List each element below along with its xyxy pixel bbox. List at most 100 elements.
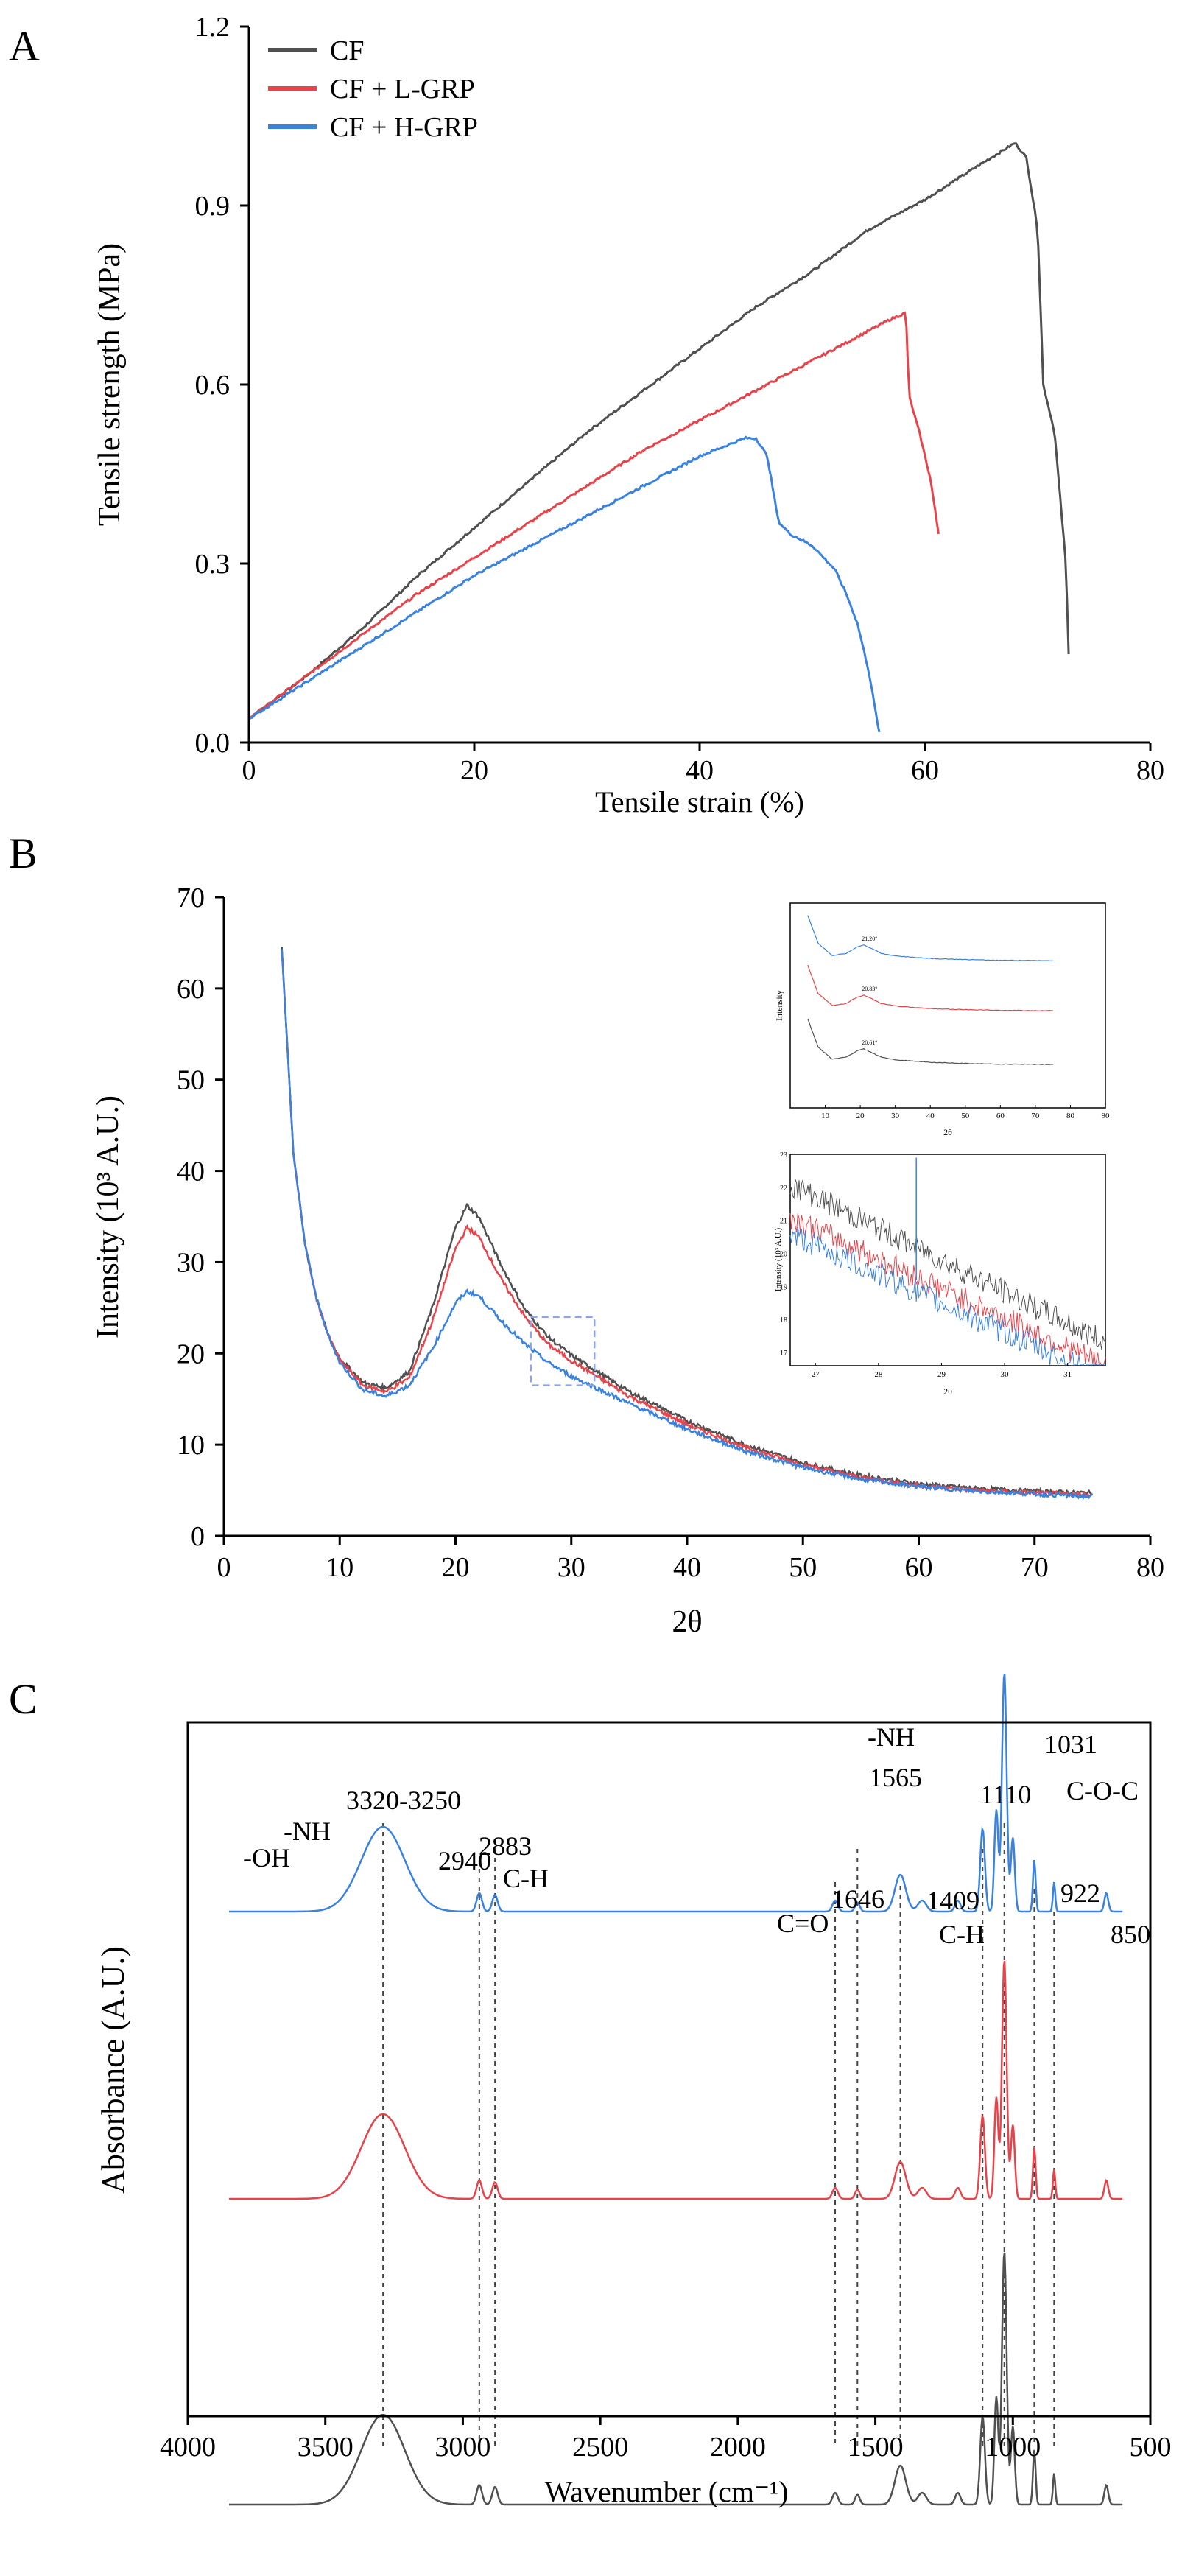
inset-zoom-x-tick-label: 30 xyxy=(1001,1370,1010,1379)
x-tick-label: 2500 xyxy=(572,2432,628,2463)
inset-zoom-x-tick-label: 29 xyxy=(937,1370,946,1379)
annotation-label: C-H xyxy=(939,1920,985,1949)
panel-a-tensile-chart: 0 20 40 60 80 0.0 0.3 0.6 0.9 1.2 CF CF + L-GRP C… xyxy=(93,12,1164,818)
annotation-label: C-H xyxy=(503,1864,549,1893)
y-tick-label: 0.9 xyxy=(195,191,231,222)
series-line-lgrp xyxy=(247,311,940,720)
x-tick-label: 2000 xyxy=(710,2432,766,2463)
inset-peak-label: 21.20° xyxy=(862,936,877,942)
annotation-label: -NH xyxy=(284,1817,331,1846)
y-tick-label: 50 xyxy=(177,1065,205,1096)
inset-zoom-series-lgrp xyxy=(789,1212,1106,1366)
annotation-label: 2883 xyxy=(479,1831,532,1861)
panel-a-ticks: 0 20 40 60 80 0.0 0.3 0.6 0.9 1.2 xyxy=(195,12,1165,786)
panel-b-ticks: 0 10 20 30 40 50 60 70 80 0 10 20 30 40 50 60 70 xyxy=(177,882,1164,1583)
x-tick-label: 80 xyxy=(1136,1552,1164,1583)
panel-c-annotations: -OH-NH3320-325029402883C-HC=O1646-NH1565… xyxy=(243,1722,1150,1949)
panel-letter-a: A xyxy=(9,22,40,70)
inset-zoom-x-label: 2θ xyxy=(943,1386,952,1397)
series-line-hgrp xyxy=(229,1673,1123,1913)
series-line-hgrp xyxy=(281,949,1093,1501)
inset-overview-lines: 21.20° 20.83° 20.61° xyxy=(807,915,1053,1065)
panel-a-x-label: Tensile strain (%) xyxy=(595,785,804,818)
inset-zoom-x-tick-label: 27 xyxy=(812,1370,820,1379)
inset-overview-y-label: Intensity xyxy=(774,990,784,1021)
annotation-label: 1646 xyxy=(831,1884,884,1914)
panel-b-x-label: 2θ xyxy=(672,1605,702,1639)
inset-zoom-y-tick-label: 19 xyxy=(780,1283,787,1291)
inset-zoom-y-tick-label: 21 xyxy=(780,1218,787,1226)
y-tick-label: 0.0 xyxy=(195,728,231,759)
x-tick-label: 1000 xyxy=(985,2432,1041,2463)
inset-x-tick-label: 10 xyxy=(821,1112,830,1120)
panel-b-y-label: Intensity (10³ A.U.) xyxy=(91,1095,125,1338)
inset-x-tick-label: 30 xyxy=(891,1112,900,1120)
annotation-label: 1409 xyxy=(926,1886,979,1915)
legend-label-lgrp: CF + L-GRP xyxy=(330,74,475,105)
inset-x-tick-label: 50 xyxy=(961,1112,970,1120)
inset-series-line-hgrp xyxy=(807,915,1053,962)
x-tick-label: 60 xyxy=(911,755,939,786)
series-line-cf xyxy=(248,142,1070,720)
inset-overview-frame xyxy=(789,902,1106,1109)
annotation-label: 1110 xyxy=(980,1780,1031,1809)
annotation-label: 2940 xyxy=(438,1846,491,1875)
panel-c-ticks: 4000 3500 3000 2500 2000 1500 1000 500 xyxy=(160,2416,1172,2463)
panel-b-series-lines xyxy=(281,947,1094,1501)
x-tick-label: 70 xyxy=(1021,1552,1049,1583)
x-tick-label: 80 xyxy=(1136,755,1164,786)
y-tick-label: 0.6 xyxy=(195,370,231,401)
annotation-label: C=O xyxy=(777,1909,829,1938)
inset-zoom-y-tick-label: 17 xyxy=(780,1350,787,1358)
panel-b-inset-overview: 21.20° 20.83° 20.61° 10 20 30 40 50 60 70 80 90 2θ… xyxy=(774,902,1110,1137)
y-tick-label: 40 xyxy=(177,1157,205,1187)
y-tick-label: 10 xyxy=(177,1430,205,1461)
inset-series-line-cf xyxy=(807,1018,1053,1065)
inset-peak-label: 20.83° xyxy=(862,986,877,992)
inset-zoom-y-label: Intensity (10³ A.U.) xyxy=(774,1227,783,1291)
y-tick-label: 20 xyxy=(177,1338,205,1369)
panel-letter-b: B xyxy=(9,829,38,877)
inset-zoom-frame xyxy=(789,1154,1106,1366)
panel-a-y-label: Tensile strength (MPa) xyxy=(93,243,127,526)
panel-b-xrd-chart: 0 10 20 30 40 50 60 70 80 0 10 20 30 40 50 60 70 2θ Inte… xyxy=(91,882,1164,1639)
annotation-label: -OH xyxy=(243,1843,290,1873)
panel-letter-c: C xyxy=(9,1675,38,1723)
x-tick-label: 10 xyxy=(326,1552,353,1583)
inset-x-tick-label: 80 xyxy=(1066,1112,1075,1120)
panel-c-x-label: Wavenumber (cm⁻¹) xyxy=(545,2475,789,2508)
annotation-label: 1031 xyxy=(1044,1730,1097,1759)
annotation-label: 3320-3250 xyxy=(346,1786,461,1815)
annotation-label: 922 xyxy=(1060,1878,1100,1908)
inset-x-tick-label: 90 xyxy=(1102,1112,1111,1120)
inset-x-tick-label: 60 xyxy=(996,1112,1005,1120)
x-tick-label: 40 xyxy=(686,755,714,786)
annotation-label: -NH xyxy=(868,1722,915,1752)
annotation-label: C-O-C xyxy=(1066,1776,1139,1805)
inset-zoom-y-tick-label: 18 xyxy=(780,1316,787,1324)
panel-a-legend: CF CF + L-GRP CF + H-GRP xyxy=(268,35,478,143)
series-line-cf xyxy=(229,2252,1123,2506)
panel-b-inset-zoom: 27 28 29 30 31 17 18 19 20 21 22 23 2θ Intensity (1… xyxy=(774,1151,1106,1397)
legend-label-hgrp: CF + H-GRP xyxy=(330,112,478,143)
x-tick-label: 30 xyxy=(557,1552,585,1583)
y-tick-label: 0.3 xyxy=(195,549,231,580)
y-tick-label: 60 xyxy=(177,974,205,1005)
x-tick-label: 40 xyxy=(673,1552,701,1583)
panel-c-ftir-chart: 4000 3500 3000 2500 2000 1500 1000 500 -OH-NH33… xyxy=(95,1673,1172,2508)
y-tick-label: 1.2 xyxy=(195,12,231,43)
x-tick-label: 3000 xyxy=(435,2432,490,2463)
panel-c-reference-lines xyxy=(382,1823,1055,2446)
inset-zoom-y-tick-label: 20 xyxy=(780,1251,787,1259)
x-tick-label: 0 xyxy=(217,1552,231,1583)
y-tick-label: 70 xyxy=(177,882,205,913)
inset-x-tick-label: 20 xyxy=(856,1112,865,1120)
inset-x-tick-label: 70 xyxy=(1031,1112,1040,1120)
inset-overview-ticks: 10 20 30 40 50 60 70 80 90 xyxy=(821,1105,1110,1120)
inset-zoom-lines xyxy=(789,1157,1106,1366)
annotation-label: 850 xyxy=(1111,1920,1150,1949)
inset-zoom-y-tick-label: 23 xyxy=(780,1151,787,1159)
x-tick-label: 4000 xyxy=(160,2432,216,2463)
series-line-lgrp xyxy=(229,1960,1123,2200)
